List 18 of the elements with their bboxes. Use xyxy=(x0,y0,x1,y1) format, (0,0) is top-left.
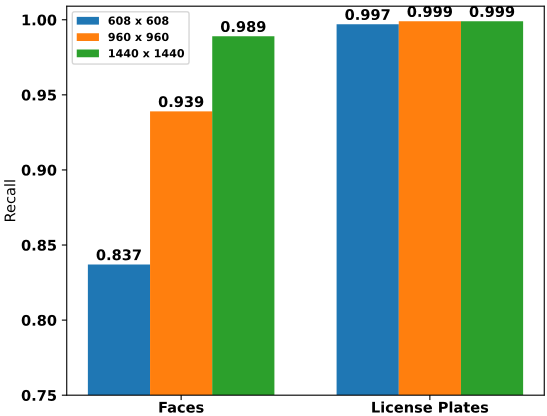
legend-label: 960 x 960 xyxy=(108,32,169,42)
y-tick-label: 0.85 xyxy=(22,240,56,251)
x-tick-label: Faces xyxy=(159,402,204,413)
legend-label: 608 x 608 xyxy=(108,16,168,25)
x-tick-label: License Plates xyxy=(372,401,488,413)
y-tick-label: 0.75 xyxy=(22,390,56,401)
legend-label: 1440 x 1440 xyxy=(109,49,184,58)
data-label: 0.837 xyxy=(96,249,141,260)
data-label: 0.999 xyxy=(470,6,514,18)
y-tick-label: 0.90 xyxy=(22,164,56,176)
y-tick-label: 0.95 xyxy=(22,90,56,101)
data-label: 0.997 xyxy=(345,9,390,20)
data-label: 0.989 xyxy=(220,21,266,32)
y-tick-label: 0.80 xyxy=(22,314,56,326)
y-tick-label: 1.00 xyxy=(22,14,56,26)
data-label: 0.999 xyxy=(407,6,452,18)
data-label: 0.939 xyxy=(158,96,204,108)
y-axis-title: Recall xyxy=(4,180,16,222)
